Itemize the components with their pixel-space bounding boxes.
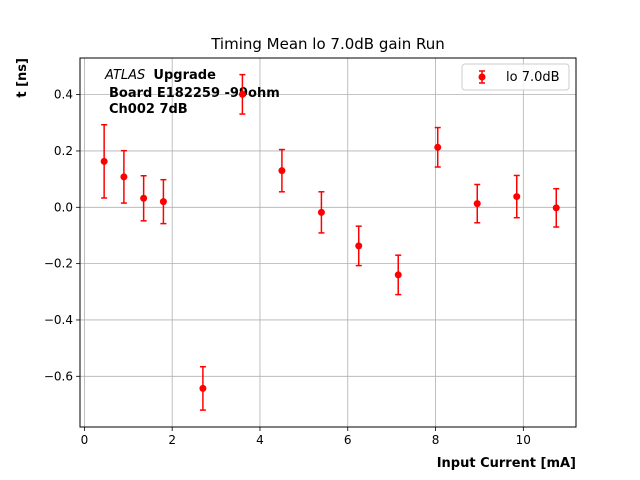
x-axis-label: Input Current [mA] bbox=[437, 456, 576, 471]
x-tick-label: 0 bbox=[81, 433, 89, 447]
y-tick-label: 0.2 bbox=[54, 144, 73, 158]
data-point bbox=[100, 157, 108, 165]
data-point bbox=[394, 271, 402, 279]
data-point bbox=[473, 200, 481, 208]
atlas-annotation: ATLAS Upgrade Board E182259 -99ohm Ch002… bbox=[104, 68, 280, 117]
x-tick-label: 4 bbox=[256, 433, 264, 447]
data-point bbox=[120, 173, 128, 181]
data-point bbox=[278, 167, 286, 175]
data-point bbox=[317, 208, 325, 216]
annotation-line-3: Ch002 7dB bbox=[109, 102, 188, 117]
data-point bbox=[434, 143, 442, 151]
y-tick-label: −0.2 bbox=[44, 257, 73, 271]
annotation-line-2: Board E182259 -99ohm bbox=[109, 86, 280, 101]
x-tick-label: 6 bbox=[344, 433, 352, 447]
data-point bbox=[199, 384, 207, 392]
y-axis-label: t [ns] bbox=[15, 58, 30, 98]
chart-title: Timing Mean lo 7.0dB gain Run bbox=[210, 35, 445, 53]
legend-label: lo 7.0dB bbox=[506, 70, 560, 85]
annotation-upgrade: Upgrade bbox=[153, 68, 216, 83]
annotation-atlas: ATLAS bbox=[104, 68, 145, 83]
legend: lo 7.0dB bbox=[461, 63, 570, 91]
x-tick-label: 10 bbox=[516, 433, 531, 447]
y-tick-label: 0.4 bbox=[54, 88, 73, 102]
data-point bbox=[140, 194, 148, 202]
x-axis-ticks: 0 2 4 6 8 10 bbox=[81, 427, 531, 447]
legend-box bbox=[461, 63, 570, 91]
legend-marker bbox=[478, 73, 486, 81]
y-tick-label: 0.0 bbox=[54, 200, 73, 214]
y-tick-label: −0.4 bbox=[44, 313, 73, 327]
data-point bbox=[238, 90, 246, 98]
y-tick-label: −0.6 bbox=[44, 369, 73, 383]
y-axis-ticks: −0.6 −0.4 −0.2 0.0 0.2 0.4 bbox=[44, 88, 80, 383]
data-point bbox=[513, 193, 521, 201]
data-point bbox=[355, 242, 363, 250]
data-point bbox=[552, 204, 560, 212]
annotation-line-1: ATLAS Upgrade bbox=[104, 68, 216, 83]
x-tick-label: 8 bbox=[432, 433, 440, 447]
data-point bbox=[159, 198, 167, 206]
grid-lines bbox=[80, 58, 576, 427]
x-tick-label: 2 bbox=[168, 433, 176, 447]
data-series bbox=[100, 73, 560, 411]
plot-area-frame bbox=[79, 57, 577, 428]
